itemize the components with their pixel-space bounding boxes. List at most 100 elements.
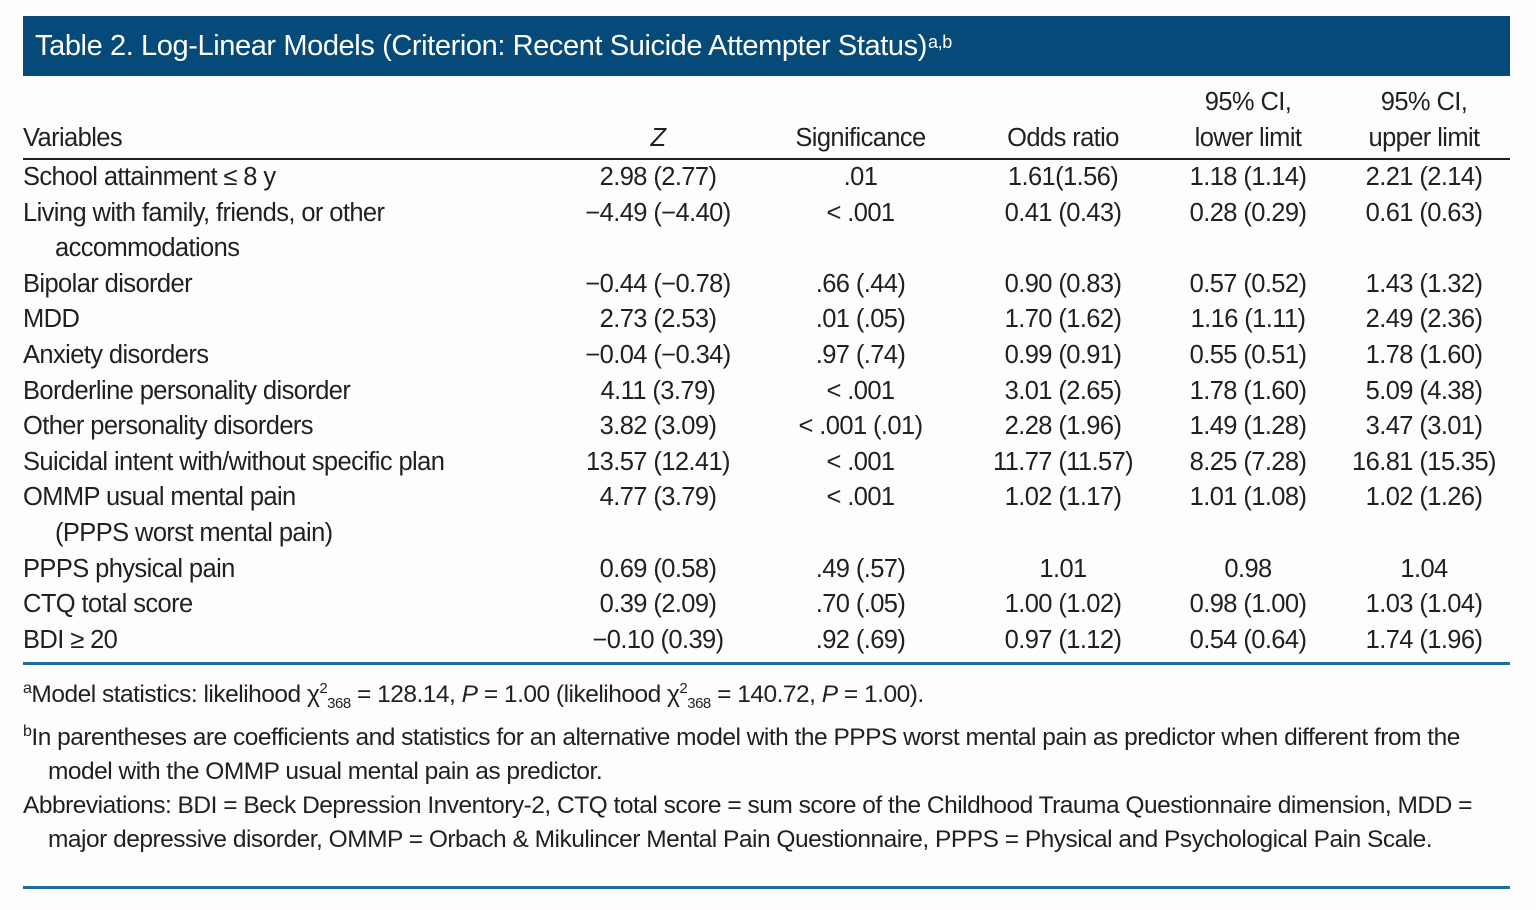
cell-variable: OMMP usual mental pain (PPPS worst mental… [23, 480, 563, 551]
cell-variable: Living with family, friends, or other acc… [23, 196, 563, 267]
cell-significance: .01 (.05) [815, 305, 906, 334]
cell-significance: < .001 [826, 447, 895, 476]
cell-ci-lower: 0.54 (0.64) [1189, 625, 1307, 654]
footnote-abbreviations: Abbreviations: BDI = Beck Depression Inv… [23, 792, 1472, 854]
table-row: Bipolar disorder −0.44 (−0.78) .66 (.44) 0.… [23, 267, 1510, 303]
cell-significance: .66 (.44) [815, 269, 906, 298]
cell-ci-upper: 16.81 (15.35) [1352, 447, 1497, 476]
variable-label: Bipolar disorder [23, 269, 193, 298]
cell-odds-ratio: 1.00 (1.02) [1004, 590, 1122, 619]
cell-variable: School attainment ≤ 8 y [23, 159, 563, 196]
cell-odds-ratio: 0.41 (0.43) [1004, 198, 1122, 227]
variable-label: MDD [23, 305, 80, 334]
cell-odds-ratio: 0.97 (1.12) [1004, 625, 1122, 654]
cell-ci-upper: 2.49 (2.36) [1365, 305, 1483, 334]
cell-significance: .01 [843, 163, 878, 191]
table-title: Table 2. Log-Linear Models (Criterion: R… [23, 16, 1510, 76]
cell-z: 4.77 (3.79) [599, 483, 717, 512]
cell-significance: .97 (.74) [815, 340, 906, 369]
cell-odds-ratio: 0.90 (0.83) [1004, 269, 1122, 298]
cell-z: −0.44 (−0.78) [585, 269, 731, 298]
table-row: MDD 2.73 (2.53) .01 (.05) 1.70 (1.62) 1.16 (… [23, 302, 1510, 338]
variable-label: Anxiety disorders [23, 340, 209, 369]
cell-significance: .92 (.69) [815, 625, 906, 654]
cell-z: −4.49 (−4.40) [585, 198, 731, 227]
cell-ci-upper: 1.43 (1.32) [1365, 269, 1483, 298]
table-row: School attainment ≤ 8 y 2.98 (2.77) .01 1.6… [23, 159, 1510, 196]
table-row: CTQ total score 0.39 (2.09) .70 (.05) 1.00 … [23, 587, 1510, 623]
variable-label: BDI ≥ 20 [23, 625, 118, 654]
table-bottom-rule [23, 662, 1510, 665]
cell-variable: Bipolar disorder [23, 267, 563, 303]
results-table: Variables Z Significance Odds ratio 95% … [23, 84, 1510, 658]
cell-variable: Borderline personality disorder [23, 374, 563, 410]
cell-odds-ratio: 3.01 (2.65) [1004, 376, 1122, 405]
table-row: BDI ≥ 20 −0.10 (0.39) .92 (.69) 0.97 (1.12)… [23, 623, 1510, 659]
cell-ci-upper: 1.02 (1.26) [1365, 483, 1483, 512]
cell-odds-ratio: 1.70 (1.62) [1004, 305, 1122, 334]
cell-ci-lower: 1.49 (1.28) [1189, 412, 1307, 441]
header-odds-ratio: Odds ratio [1007, 124, 1119, 152]
cell-z: 3.82 (3.09) [599, 412, 717, 441]
header-ci-lower-line1: 95% CI, [1204, 88, 1292, 116]
table-title-footnote-markers: a,b [928, 31, 952, 52]
cell-ci-lower: 0.28 (0.29) [1189, 198, 1307, 227]
table-body: School attainment ≤ 8 y 2.98 (2.77) .01 1.6… [23, 159, 1510, 658]
header-ci-upper-line2: upper limit [1368, 124, 1480, 152]
variable-label: PPPS physical pain [23, 554, 235, 583]
table-footnotes: aModel statistics: likelihood χ2368 = 12… [23, 672, 1510, 857]
cell-ci-upper: 2.21 (2.14) [1365, 163, 1483, 191]
header-ci-upper-line1: 95% CI, [1380, 88, 1468, 116]
cell-z: 4.11 (3.79) [600, 376, 716, 405]
variable-label: Living with family, friends, or other [23, 198, 385, 227]
cell-z: 0.69 (0.58) [599, 554, 717, 583]
cell-ci-upper: 5.09 (4.38) [1365, 376, 1483, 405]
cell-variable: Suicidal intent with/without specific pl… [23, 445, 563, 481]
cell-significance: .49 (.57) [815, 554, 906, 583]
footnotes-bottom-rule [23, 886, 1510, 889]
cell-ci-lower: 0.98 (1.00) [1189, 590, 1307, 619]
variable-label: School attainment ≤ 8 y [23, 163, 276, 191]
cell-ci-lower: 1.01 (1.08) [1189, 483, 1307, 512]
table-row: Living with family, friends, or other acc… [23, 196, 1510, 267]
cell-variable: Anxiety disorders [23, 338, 563, 374]
cell-ci-lower: 0.57 (0.52) [1189, 269, 1307, 298]
cell-variable: MDD [23, 302, 563, 338]
cell-ci-upper: 1.03 (1.04) [1365, 590, 1483, 619]
variable-label: CTQ total score [23, 590, 193, 619]
table-row: Anxiety disorders −0.04 (−0.34) .97 (.74) 0… [23, 338, 1510, 374]
cell-ci-lower: 1.16 (1.11) [1190, 305, 1306, 334]
cell-z: 2.73 (2.53) [599, 305, 717, 334]
cell-significance: .70 (.05) [815, 590, 906, 619]
cell-ci-lower: 0.55 (0.51) [1189, 340, 1307, 369]
header-variables: Variables [23, 124, 123, 152]
variable-label: OMMP usual mental pain [23, 483, 296, 512]
table-row: Suicidal intent with/without specific pl… [23, 445, 1510, 481]
footnote-b: bIn parentheses are coefficients and sta… [23, 722, 1460, 786]
cell-z: 2.98 (2.77) [599, 163, 717, 191]
cell-ci-lower: 1.78 (1.60) [1189, 376, 1307, 405]
variable-label-continuation: (PPPS worst mental pain) [55, 518, 333, 547]
cell-significance: < .001 [826, 198, 895, 227]
cell-variable: CTQ total score [23, 587, 563, 623]
header-ci-lower-line2: lower limit [1194, 124, 1302, 152]
cell-ci-upper: 3.47 (3.01) [1365, 412, 1483, 441]
table-row: OMMP usual mental pain (PPPS worst mental… [23, 480, 1510, 551]
table-row: Borderline personality disorder 4.11 (3.7… [23, 374, 1510, 410]
cell-z: −0.10 (0.39) [592, 625, 724, 654]
cell-odds-ratio: 0.99 (0.91) [1004, 340, 1122, 369]
cell-z: −0.04 (−0.34) [585, 340, 731, 369]
cell-ci-upper: 1.78 (1.60) [1365, 340, 1483, 369]
table-row: Other personality disorders 3.82 (3.09) < … [23, 409, 1510, 445]
cell-ci-lower: 0.98 [1224, 554, 1272, 583]
cell-ci-upper: 0.61 (0.63) [1365, 198, 1483, 227]
table-title-text: Table 2. Log-Linear Models (Criterion: R… [35, 29, 927, 62]
header-ci-lower: 95% CI, lower limit [1158, 84, 1338, 159]
variable-label-continuation: accommodations [55, 234, 240, 263]
variable-label: Suicidal intent with/without specific pl… [23, 447, 445, 476]
header-z: Z [650, 124, 667, 152]
cell-variable: BDI ≥ 20 [23, 623, 563, 659]
cell-ci-upper: 1.74 (1.96) [1365, 625, 1483, 654]
variable-label: Borderline personality disorder [23, 376, 351, 405]
cell-odds-ratio: 1.01 [1039, 554, 1087, 583]
